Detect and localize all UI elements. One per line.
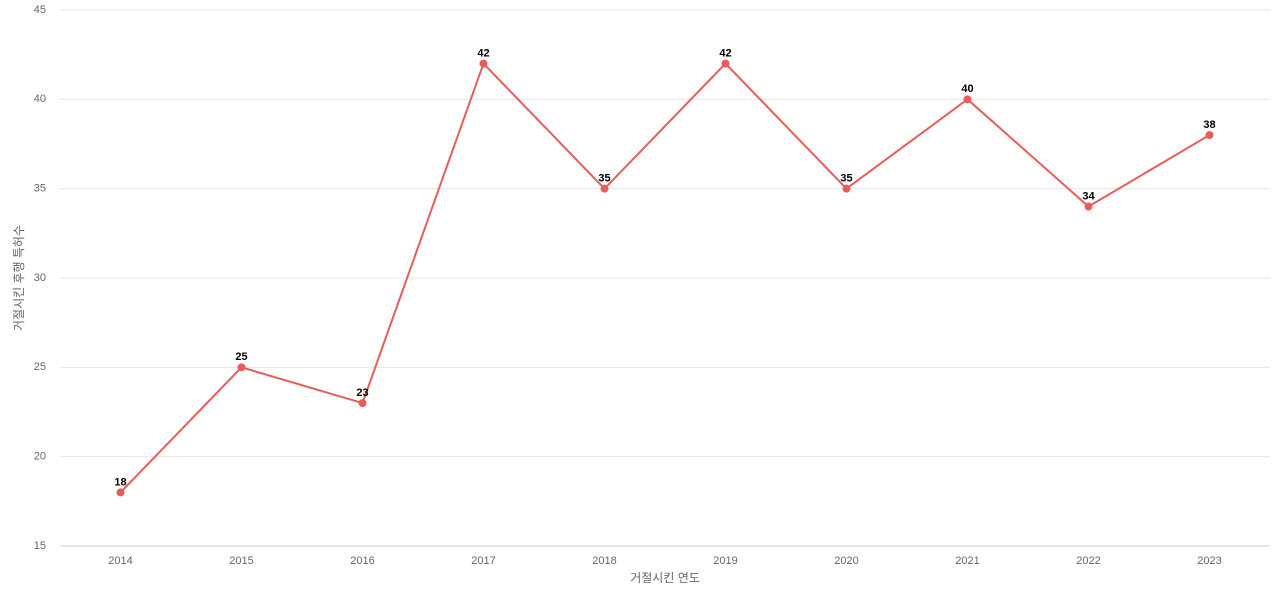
x-tick-label: 2017	[471, 555, 495, 567]
x-tick-label: 2022	[1076, 555, 1100, 567]
x-tick-label: 2016	[350, 555, 374, 567]
point	[116, 488, 125, 497]
value-label: 35	[840, 173, 852, 185]
y-axis-title: 거절시킨 후행 특허수	[11, 225, 26, 331]
value-label: 42	[477, 48, 489, 60]
value-label: 42	[719, 48, 731, 60]
point	[358, 399, 367, 408]
x-tick-label: 2021	[955, 555, 979, 567]
point	[237, 363, 246, 372]
x-tick-label: 2019	[713, 555, 737, 567]
y-tick-label: 20	[34, 451, 46, 463]
y-tick-label: 25	[34, 361, 46, 373]
value-label: 18	[114, 476, 126, 488]
y-tick-label: 35	[34, 183, 46, 195]
y-tick-label: 40	[34, 93, 46, 105]
point	[1205, 131, 1214, 140]
x-tick-label: 2020	[834, 555, 858, 567]
x-axis-title: 거절시킨 연도	[630, 571, 700, 585]
value-label: 23	[356, 387, 368, 399]
point	[721, 59, 730, 68]
x-tick-label: 2014	[108, 555, 132, 567]
point	[600, 184, 609, 193]
y-tick-label: 15	[34, 540, 46, 552]
y-tick-label: 30	[34, 272, 46, 284]
y-tick-label: 45	[34, 4, 46, 16]
value-label: 38	[1203, 119, 1215, 131]
point	[963, 95, 972, 104]
point	[842, 184, 851, 193]
line	[119, 61, 1211, 494]
value-label: 40	[961, 83, 973, 95]
point	[1084, 202, 1093, 211]
value-label: 34	[1082, 190, 1095, 202]
value-label: 35	[598, 173, 610, 185]
point	[479, 59, 488, 68]
x-tick-label: 2015	[229, 555, 253, 567]
value-label: 25	[235, 351, 247, 363]
x-tick-label: 2018	[592, 555, 616, 567]
x-tick-label: 2023	[1197, 555, 1221, 567]
